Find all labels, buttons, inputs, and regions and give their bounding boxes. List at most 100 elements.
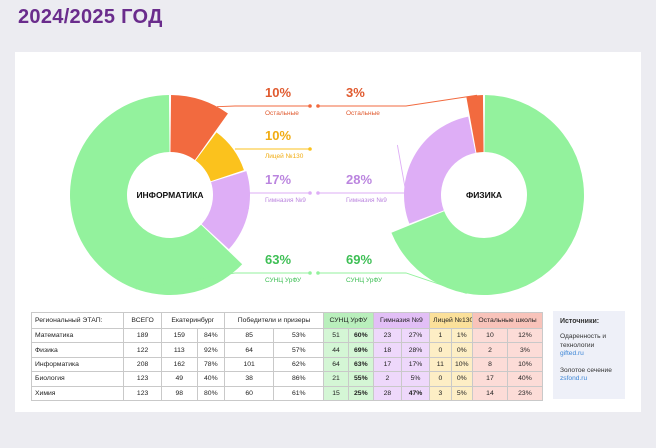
subject-cell: Биология <box>30 371 125 387</box>
slice-label: Лицей №130 <box>265 152 304 160</box>
table-cell: 57% <box>273 342 325 358</box>
table-cell: 53% <box>273 327 325 344</box>
header-winners: Победители и призеры <box>223 312 325 329</box>
sources-panel: Источники: Одаренность и технологии gift… <box>553 311 625 399</box>
table-cell: 28% <box>400 342 431 358</box>
table-cell: 47% <box>400 385 431 401</box>
leader-line <box>135 272 310 290</box>
donut-slice <box>391 95 584 295</box>
slice-label: Остальные <box>346 110 380 117</box>
subject-cell: Математика <box>30 327 125 344</box>
table-cell: 38 <box>223 371 275 387</box>
table-cell: 27% <box>400 327 431 344</box>
leader-dot <box>316 271 320 275</box>
source-link-gifted[interactable]: gifted.ru <box>560 350 584 358</box>
table-cell: 85 <box>223 327 275 344</box>
table-cell: 3 <box>429 385 452 401</box>
table-cell: 14 <box>471 385 508 401</box>
results-table: Региональный ЭТАП: ВСЕГО Екатеринбург По… <box>30 312 544 401</box>
leader-line <box>318 94 478 107</box>
slice-percent: 3% <box>346 85 365 100</box>
table-cell: 5% <box>400 371 431 387</box>
header-sunc: СУНЦ УрФУ <box>323 312 374 329</box>
slice-percent: 28% <box>346 172 372 187</box>
table-cell: 2 <box>471 342 508 358</box>
donut-slice <box>69 95 243 295</box>
table-cell: 0 <box>429 371 452 387</box>
header-other-schools: Остальные школы <box>471 312 544 329</box>
table-cell: 84% <box>196 327 225 344</box>
slice-percent: 69% <box>346 252 372 267</box>
slice-percent: 17% <box>265 172 291 187</box>
slice-percent: 10% <box>265 128 291 143</box>
table-cell: 8 <box>471 356 508 373</box>
table-cell: 44 <box>323 342 349 358</box>
table-cell: 189 <box>123 327 162 344</box>
table-cell: 11 <box>429 356 452 373</box>
table-cell: 86% <box>273 371 325 387</box>
donut-slice <box>466 95 484 153</box>
table-cell: 123 <box>123 371 162 387</box>
slice-label: СУНЦ УрФУ <box>265 277 302 284</box>
table-cell: 0 <box>429 342 452 358</box>
page-title: 2024/2025 ГОД <box>18 6 163 28</box>
header-total: ВСЕГО <box>123 312 162 329</box>
slice-label: СУНЦ УрФУ <box>346 277 383 284</box>
leader-line <box>234 192 310 210</box>
table-cell: 3% <box>506 342 544 358</box>
table-cell: 40% <box>196 371 225 387</box>
slice-label: Гимназия №9 <box>346 197 387 204</box>
slice-label: Остальные <box>265 110 299 117</box>
table-cell: 10% <box>506 356 544 373</box>
slice-percent: 10% <box>265 85 291 100</box>
subject-cell: Информатика <box>30 356 125 373</box>
source-item-text: Золотое сечение <box>560 366 612 374</box>
table-row: Химия 123 98 80% 60 61% 15 25% 28 47% 3 5% 14 23% <box>30 385 544 401</box>
chart-center-label: ФИЗИКА <box>466 190 502 200</box>
header-lyceum130: Лицей №130 <box>429 312 473 329</box>
slice-label: Гимназия №9 <box>265 197 306 204</box>
table-row: Информатика 208 162 78% 101 62% 64 63% 17 17% 11 10… <box>30 356 544 373</box>
subject-cell: Химия <box>30 385 125 401</box>
chart-labels-physics: 3% Остальные 28% Гимназия №9 69% СУНЦ УрФУ <box>316 85 478 294</box>
table-cell: 25% <box>347 385 374 401</box>
donut-chart-informatics: ИНФОРМАТИКА <box>69 95 251 295</box>
table-cell: 159 <box>160 327 198 344</box>
table-cell: 92% <box>196 342 225 358</box>
table-cell: 1 <box>429 327 452 344</box>
leader-line <box>318 144 407 194</box>
table-cell: 78% <box>196 356 225 373</box>
source-link-zsfond[interactable]: zsfond.ru <box>560 375 588 383</box>
table-cell: 40% <box>506 371 544 387</box>
table-cell: 64 <box>223 342 275 358</box>
table-cell: 51 <box>323 327 349 344</box>
table-cell: 49 <box>160 371 198 387</box>
donut-slice <box>195 132 244 182</box>
table-header-row: Региональный ЭТАП: ВСЕГО Екатеринбург По… <box>30 312 544 329</box>
table-cell: 122 <box>123 342 162 358</box>
donut-slice <box>170 95 228 160</box>
table-cell: 60 <box>223 385 275 401</box>
header-ekaterinburg: Екатеринбург <box>160 312 225 329</box>
table-cell: 55% <box>347 371 374 387</box>
donut-slice <box>404 116 476 224</box>
table-cell: 63% <box>347 356 374 373</box>
table-cell: 28 <box>372 385 402 401</box>
sources-title: Источники: <box>560 318 600 325</box>
table-cell: 17 <box>372 356 402 373</box>
table-cell: 62% <box>273 356 325 373</box>
chart-center-label: ИНФОРМАТИКА <box>136 190 203 200</box>
table-row: Математика 189 159 84% 85 53% 51 60% 23 27% 1 1% 10 1… <box>30 327 544 344</box>
donut-slice <box>201 171 251 250</box>
table-cell: 12% <box>506 327 544 344</box>
table-cell: 64 <box>323 356 349 373</box>
table-cell: 17 <box>471 371 508 387</box>
table-cell: 2 <box>372 371 402 387</box>
table-cell: 162 <box>160 356 198 373</box>
table-cell: 17% <box>400 356 431 373</box>
table-cell: 18 <box>372 342 402 358</box>
table-cell: 23 <box>372 327 402 344</box>
donut-chart-physics: ФИЗИКА <box>391 95 584 295</box>
table-cell: 60% <box>347 327 374 344</box>
